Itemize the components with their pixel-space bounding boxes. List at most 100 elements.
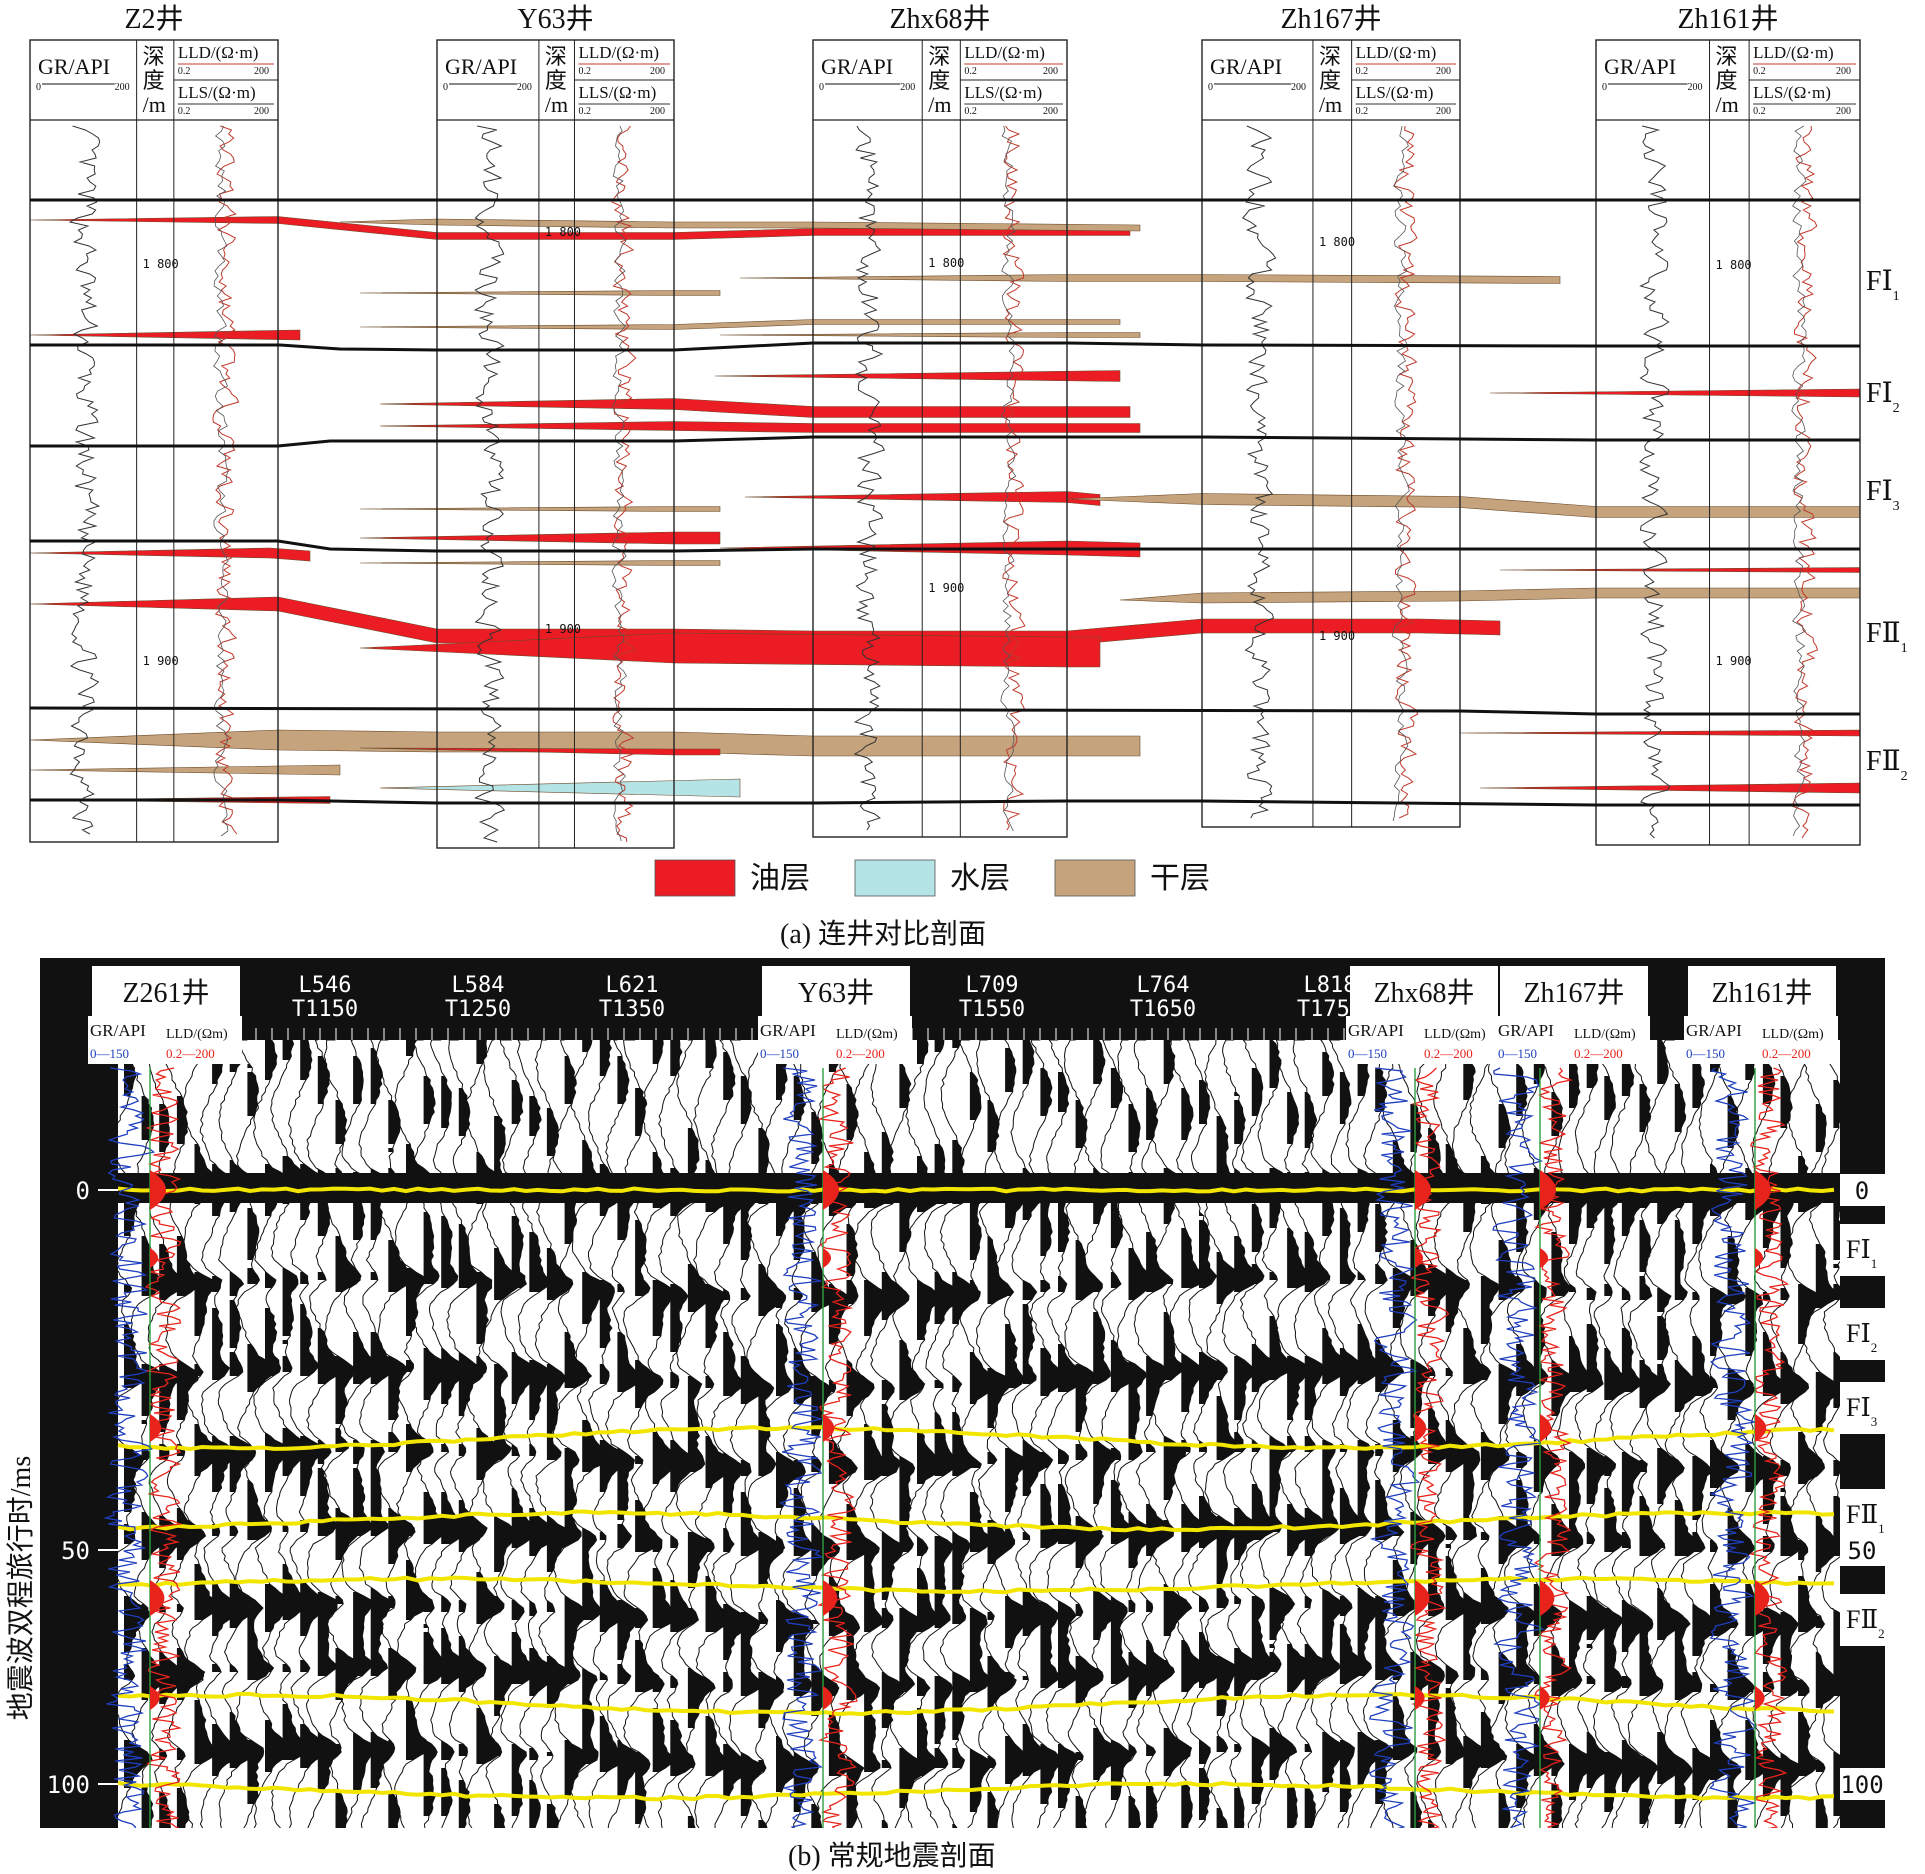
gr-curve bbox=[68, 125, 101, 835]
oil-indicator bbox=[823, 1580, 838, 1616]
trace-fill-93 bbox=[1745, 1040, 1775, 1780]
y-tick-label: 0 bbox=[76, 1177, 90, 1205]
oil-indicator bbox=[150, 1686, 160, 1710]
gr-curve bbox=[473, 125, 506, 843]
lls-label: LLS/(Ω·m) bbox=[964, 83, 1042, 102]
trace-fill-42 bbox=[844, 1084, 875, 1828]
oil-layer-22 bbox=[359, 632, 1101, 668]
dry-layer-24 bbox=[29, 764, 341, 776]
trace-fill-98 bbox=[1830, 1080, 1861, 1816]
oil-indicator bbox=[1755, 1580, 1770, 1616]
seismic-trace-89 bbox=[1662, 1039, 1704, 1829]
well-name-box bbox=[1500, 966, 1648, 1016]
depth-label: 度 bbox=[143, 68, 165, 93]
gr-curve bbox=[1368, 1067, 1421, 1831]
trace-fill-21 bbox=[476, 1040, 506, 1764]
well-legend-box bbox=[88, 1016, 242, 1064]
depth-mark: 1 800 bbox=[928, 256, 964, 270]
horizon-3 bbox=[117, 1575, 1835, 1595]
trace-fill-54 bbox=[1056, 1072, 1088, 1808]
well-name: Zh167井 bbox=[1523, 977, 1624, 1009]
seismic-trace-79 bbox=[1486, 1039, 1529, 1829]
zone-box-1 bbox=[1840, 1224, 1885, 1276]
y-axis-label: 地震波双程旅行时/ms bbox=[5, 1456, 37, 1720]
seismic-trace-83 bbox=[1556, 1039, 1597, 1829]
gr-range: 0—150 bbox=[760, 1046, 799, 1061]
trace-fill-9 bbox=[264, 1040, 294, 1772]
gr-range-min: 0 bbox=[819, 82, 824, 93]
oil-indicator bbox=[1755, 1170, 1771, 1210]
seismic-trace-59 bbox=[1133, 1039, 1175, 1829]
gr-label: GR/API bbox=[445, 54, 517, 79]
seismic-trace-98 bbox=[1821, 1039, 1862, 1829]
seismic-trace-84 bbox=[1574, 1039, 1616, 1829]
trace-fill-60 bbox=[1163, 1040, 1192, 1776]
well-name-box bbox=[1688, 966, 1836, 1016]
trace-fill-33 bbox=[687, 1128, 716, 1828]
depth-label: /m bbox=[143, 92, 166, 117]
zone-label-1: FⅠ1 bbox=[1866, 266, 1900, 304]
lld-range-min: 0.2 bbox=[178, 66, 191, 77]
depth-mark: 1 900 bbox=[1716, 654, 1752, 668]
trace-fill-92 bbox=[1727, 1096, 1756, 1828]
seismic-trace-54 bbox=[1045, 1039, 1088, 1829]
zone-boundary-2 bbox=[30, 341, 1860, 352]
zone-label-4: FⅡ1 bbox=[1866, 618, 1908, 656]
gr-label: GR/API bbox=[90, 1021, 146, 1040]
trace-fill-57 bbox=[1110, 1068, 1139, 1800]
lld-curve bbox=[611, 125, 637, 843]
gr-range-min: 0 bbox=[1602, 82, 1607, 93]
trace-line-id: L621 bbox=[606, 973, 659, 998]
seismic-trace-52 bbox=[1010, 1039, 1052, 1829]
gr-label: GR/API bbox=[1210, 54, 1282, 79]
depth-label: 度 bbox=[1716, 68, 1738, 93]
well-frame bbox=[436, 39, 675, 849]
lls-curve bbox=[611, 125, 627, 842]
lls-curve bbox=[1000, 125, 1017, 832]
oil-indicator bbox=[150, 1248, 158, 1268]
panel-b-caption: (b) 常规地震剖面 bbox=[788, 1841, 996, 1872]
trace-fill-22 bbox=[494, 1116, 523, 1828]
oil-indicator bbox=[150, 1414, 162, 1442]
gr-curve bbox=[1492, 1067, 1545, 1831]
trace-fill-4 bbox=[176, 1096, 206, 1828]
depth-label: /m bbox=[1716, 92, 1739, 117]
legend-label-2: 水层 bbox=[950, 862, 1010, 895]
oil-indicator bbox=[1755, 1414, 1767, 1442]
seismic-well-3: Zhx68井 GR/API LLD/(Ωm) 0—150 0.2—200 bbox=[1346, 966, 1500, 1831]
gr-range: 0—150 bbox=[90, 1046, 129, 1061]
trace-fill-31 bbox=[652, 1040, 680, 1772]
panel-a-caption: (a) 连井对比剖面 bbox=[780, 919, 987, 950]
gr-range-min: 0 bbox=[1208, 82, 1213, 93]
seismic-well-5: Zh161井 GR/API LLD/(Ωm) 0—150 0.2—200 bbox=[1684, 966, 1838, 1831]
trace-fill-96 bbox=[1798, 1040, 1825, 1776]
zone-box-4 bbox=[1840, 1489, 1885, 1541]
lld-curve bbox=[1393, 125, 1419, 819]
lls-range-min: 0.2 bbox=[964, 106, 977, 117]
trace-fill-97 bbox=[1815, 1104, 1844, 1828]
trace-fill-94 bbox=[1762, 1060, 1791, 1800]
trace-fill-56 bbox=[1093, 1040, 1122, 1780]
trace-fill-12 bbox=[316, 1056, 344, 1792]
depth-label: /m bbox=[1319, 92, 1342, 117]
lls-curve bbox=[1391, 125, 1410, 822]
trace-fill-50 bbox=[986, 1100, 1017, 1828]
trace-number: T1350 bbox=[599, 997, 665, 1022]
oil-indicator bbox=[1415, 1580, 1430, 1616]
seismic-trace-24 bbox=[516, 1039, 559, 1829]
trace-fill-2 bbox=[140, 1096, 171, 1828]
trace-fill-19 bbox=[440, 1076, 469, 1816]
seismic-zone-label-5: FⅡ2 bbox=[1846, 1605, 1885, 1641]
seismic-well-4: Zh167井 GR/API LLD/(Ωm) 0—150 0.2—200 bbox=[1492, 966, 1650, 1831]
trace-line-id: L584 bbox=[452, 973, 505, 998]
trace-fill-27 bbox=[582, 1040, 608, 1764]
seismic-trace-51 bbox=[992, 1039, 1035, 1829]
gr-range: 0—150 bbox=[1498, 1046, 1537, 1061]
depth-mark: 1 900 bbox=[143, 654, 179, 668]
depth-label: 深 bbox=[1319, 44, 1341, 69]
seismic-trace-57 bbox=[1099, 1039, 1140, 1829]
oil-layer-19 bbox=[1499, 567, 1861, 573]
res-label: LLD/(Ωm) bbox=[1424, 1027, 1486, 1042]
dry-layer-14 bbox=[359, 506, 721, 512]
dry-layer-7 bbox=[719, 332, 1141, 338]
